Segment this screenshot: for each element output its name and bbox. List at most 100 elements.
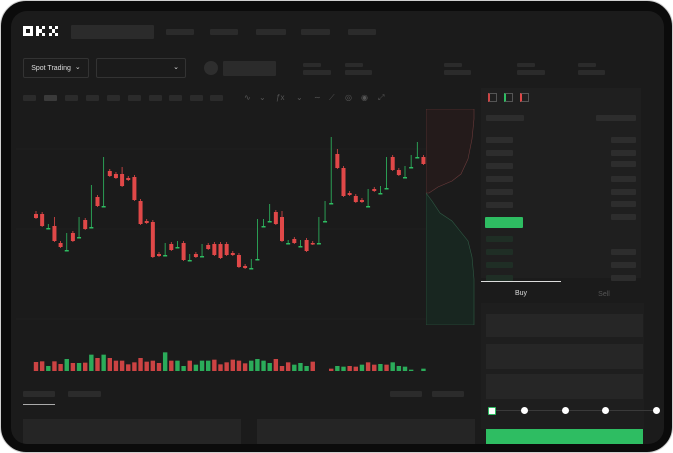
amount-slider[interactable] — [488, 407, 660, 415]
volume-bar — [402, 366, 408, 371]
volume-bar — [206, 360, 211, 371]
line-tool-icon[interactable]: ∿ — [244, 93, 251, 102]
candle — [378, 193, 383, 195]
bottom-filter-1[interactable] — [390, 391, 422, 397]
timeframe-option[interactable] — [149, 95, 162, 101]
orderbook-bids-icon[interactable] — [504, 93, 513, 102]
candle — [58, 243, 63, 247]
nav-item-5[interactable] — [348, 29, 376, 35]
timeframe-option[interactable] — [128, 95, 141, 101]
pair-select[interactable]: ⌄ — [96, 58, 186, 78]
slider-stop[interactable] — [602, 407, 609, 414]
camera-icon[interactable]: ◎ — [345, 93, 352, 102]
candle — [409, 167, 414, 169]
candle — [390, 157, 395, 170]
candle — [243, 266, 248, 268]
slider-stop[interactable] — [562, 407, 569, 414]
volume-bar — [150, 360, 156, 371]
arrow-tool-icon[interactable]: ⌄ — [259, 93, 266, 102]
timeframe-option[interactable] — [65, 95, 78, 101]
candle — [347, 193, 352, 195]
ask-row-amount — [611, 176, 636, 182]
volume-bar — [46, 366, 51, 371]
volume-bar — [372, 364, 377, 371]
timeframe-option[interactable] — [44, 95, 57, 101]
fx-indicator-icon[interactable]: ƒx — [276, 93, 285, 102]
tab-open-orders[interactable] — [23, 391, 55, 397]
candle — [52, 226, 57, 241]
timeframe-option[interactable] — [23, 95, 36, 101]
price-input[interactable] — [486, 314, 643, 337]
orderbook-asks-icon[interactable] — [520, 93, 529, 102]
volume-bar — [421, 368, 426, 371]
order-book — [481, 88, 641, 281]
volume-bar — [76, 363, 82, 371]
candle — [236, 255, 241, 267]
volume-bar — [52, 361, 57, 371]
volume-bar — [212, 359, 217, 371]
candle — [132, 177, 137, 200]
last-price — [485, 217, 523, 228]
nav-item-2[interactable] — [210, 29, 238, 35]
wave-icon[interactable]: ∼ — [314, 93, 321, 102]
settings-icon[interactable]: ◉ — [361, 93, 368, 102]
candle — [95, 197, 100, 206]
ask-row-price — [486, 137, 513, 143]
candle — [396, 170, 401, 175]
spot-trading-button[interactable]: Spot Trading ⌄ — [23, 58, 89, 78]
candle — [138, 201, 143, 224]
active-tab-indicator — [481, 281, 561, 282]
candle — [255, 259, 260, 261]
candle — [193, 254, 198, 257]
candle — [187, 260, 192, 262]
candle — [230, 253, 235, 255]
volume-bar — [132, 362, 137, 371]
ruler-icon[interactable]: ⟋ — [329, 93, 335, 102]
total-input[interactable] — [486, 374, 643, 399]
nav-item-3[interactable] — [256, 29, 286, 35]
volume-bar — [144, 361, 149, 371]
fullscreen-icon[interactable]: ⤢ — [378, 93, 385, 102]
candle — [304, 240, 309, 251]
volume-bar — [58, 364, 63, 371]
dropdown-icon[interactable]: ⌄ — [296, 93, 303, 102]
candle — [126, 178, 131, 180]
slider-stop[interactable] — [488, 407, 496, 415]
volume-bar — [347, 366, 352, 371]
volume-bar — [193, 364, 199, 371]
slider-stop[interactable] — [521, 407, 528, 414]
nav-item-4[interactable] — [301, 29, 330, 35]
timeframe-option[interactable] — [190, 95, 203, 101]
tab-sell[interactable]: Sell — [598, 291, 610, 298]
timeframe-option[interactable] — [86, 95, 99, 101]
volume-bar — [83, 362, 88, 371]
timeframe-option[interactable] — [210, 95, 223, 101]
search-bar[interactable] — [71, 25, 154, 39]
tab-buy[interactable]: Buy — [514, 290, 528, 297]
volume-bar — [199, 360, 205, 371]
candlestick-chart[interactable] — [16, 109, 426, 371]
bottom-filter-2[interactable] — [432, 391, 464, 397]
candle — [40, 214, 45, 226]
orderbook-both-icon[interactable] — [488, 93, 497, 102]
buy-button[interactable] — [486, 429, 643, 444]
volume-bar — [249, 360, 254, 371]
volume-bar — [89, 354, 94, 371]
orders-panel-right — [257, 419, 475, 444]
slider-stop[interactable] — [653, 407, 660, 414]
candle — [335, 154, 340, 168]
timeframe-option[interactable] — [107, 95, 120, 101]
candle — [218, 244, 223, 258]
nav-item-1[interactable] — [166, 29, 194, 35]
volume-bar — [181, 366, 186, 371]
volume-bar — [285, 362, 291, 371]
chevron-down-icon: ⌄ — [74, 63, 81, 71]
volume-bar — [365, 362, 371, 371]
tab-order-history[interactable] — [68, 391, 101, 397]
amount-input[interactable] — [486, 344, 643, 369]
timeframe-option[interactable] — [169, 95, 182, 101]
okx-logo[interactable] — [23, 26, 63, 37]
volume-bar — [39, 361, 45, 371]
candle — [70, 233, 75, 241]
